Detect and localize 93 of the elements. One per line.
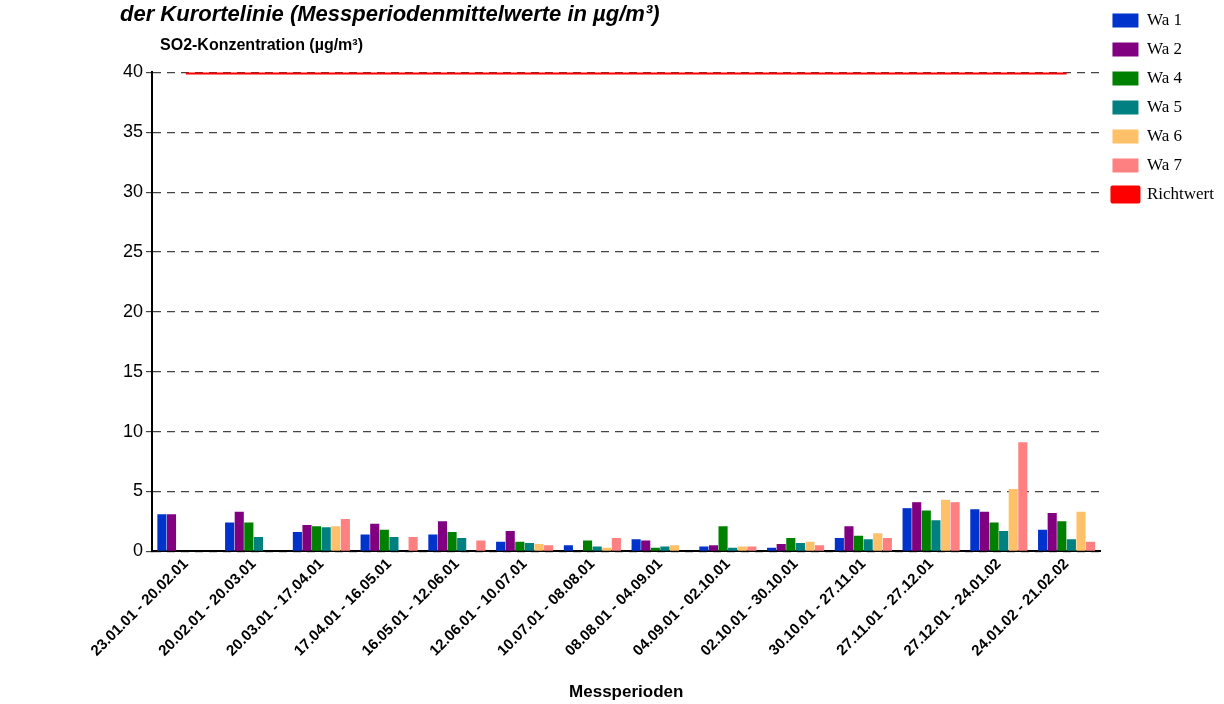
bar: [166, 514, 177, 551]
bar: [544, 545, 554, 551]
bar: [940, 499, 951, 551]
bar: [815, 545, 825, 551]
bar: [660, 546, 670, 551]
bar: [854, 535, 864, 551]
bar: [447, 532, 457, 551]
bar: [1008, 489, 1018, 551]
y-tick-label: 20: [122, 300, 144, 321]
bar: [912, 502, 922, 551]
bar: [253, 536, 263, 551]
bar: [747, 546, 757, 551]
bar: [563, 545, 573, 551]
legend-label: Wa 6: [1146, 125, 1182, 145]
x-axis-title: Messperioden: [569, 682, 684, 701]
bar: [292, 532, 302, 551]
bar: [592, 546, 602, 551]
bar: [360, 534, 370, 551]
bar: [669, 545, 680, 551]
chart-title: der Kurortelinie (Messperiodenmittelwerte in µg/m³): [120, 1, 660, 27]
bar: [370, 523, 380, 551]
bar: [428, 534, 438, 551]
bar: [795, 542, 805, 551]
bar: [321, 527, 331, 551]
bar: [882, 538, 892, 551]
bar: [1047, 512, 1057, 551]
y-tick-label: 25: [122, 240, 144, 261]
bar: [834, 538, 844, 551]
bar: [302, 524, 312, 551]
bar: [921, 510, 931, 551]
bar: [340, 518, 350, 551]
bar: [234, 511, 244, 551]
bar: [950, 502, 960, 551]
legend-label: Richtwert: [1146, 183, 1215, 203]
legend-label: Wa 7: [1146, 154, 1183, 174]
y-tick-label: 15: [122, 360, 144, 381]
bar: [534, 544, 544, 551]
bar: [379, 529, 389, 551]
bar: [331, 526, 341, 551]
bar: [457, 538, 467, 551]
bar: [496, 541, 506, 551]
bar: [515, 541, 525, 551]
bar: [602, 547, 612, 551]
bar: [999, 530, 1009, 551]
bar: [1086, 541, 1096, 551]
bar: [737, 546, 747, 551]
bar: [699, 546, 709, 551]
bar: [767, 547, 777, 551]
bar: [873, 533, 883, 551]
y-tick-label: 35: [122, 121, 144, 142]
bar: [389, 536, 399, 551]
bar: [979, 511, 990, 551]
legend-label: Wa 1: [1146, 9, 1182, 29]
bar: [970, 509, 980, 551]
y-axis-title: SO2-Konzentration (µg/m³): [160, 36, 364, 54]
bar: [157, 514, 167, 551]
bar: [776, 544, 786, 551]
bar: [931, 520, 941, 551]
bar: [583, 540, 593, 551]
bar: [244, 522, 254, 551]
y-tick-label: 40: [122, 61, 144, 82]
bar: [641, 540, 651, 551]
legend-label: Wa 5: [1146, 96, 1182, 116]
bar: [437, 521, 448, 551]
legend-label: Wa 2: [1146, 38, 1182, 58]
bar: [225, 522, 235, 551]
bar: [312, 526, 322, 551]
bar: [708, 545, 719, 551]
bar: [863, 539, 873, 551]
bar: [650, 547, 660, 551]
y-tick-label: 0: [133, 540, 144, 561]
bar: [476, 540, 486, 551]
bar: [1018, 442, 1028, 551]
bar: [786, 538, 796, 551]
bar: [1057, 521, 1067, 551]
y-tick-label: 10: [122, 420, 144, 441]
bar: [728, 547, 738, 551]
y-tick-label: 30: [122, 181, 144, 202]
bar: [1066, 539, 1076, 551]
legend-label: Wa 4: [1146, 67, 1183, 87]
bar: [1038, 529, 1048, 551]
bar: [408, 536, 418, 551]
bar: [718, 526, 728, 551]
bar: [989, 522, 999, 551]
bar: [505, 530, 515, 551]
bar: [844, 526, 854, 551]
bar: [611, 538, 621, 551]
bar: [631, 539, 641, 551]
bar: [902, 508, 912, 551]
bar: [805, 541, 815, 551]
bar: [1076, 511, 1086, 551]
y-tick-label: 5: [133, 480, 144, 501]
bar: [524, 542, 534, 551]
